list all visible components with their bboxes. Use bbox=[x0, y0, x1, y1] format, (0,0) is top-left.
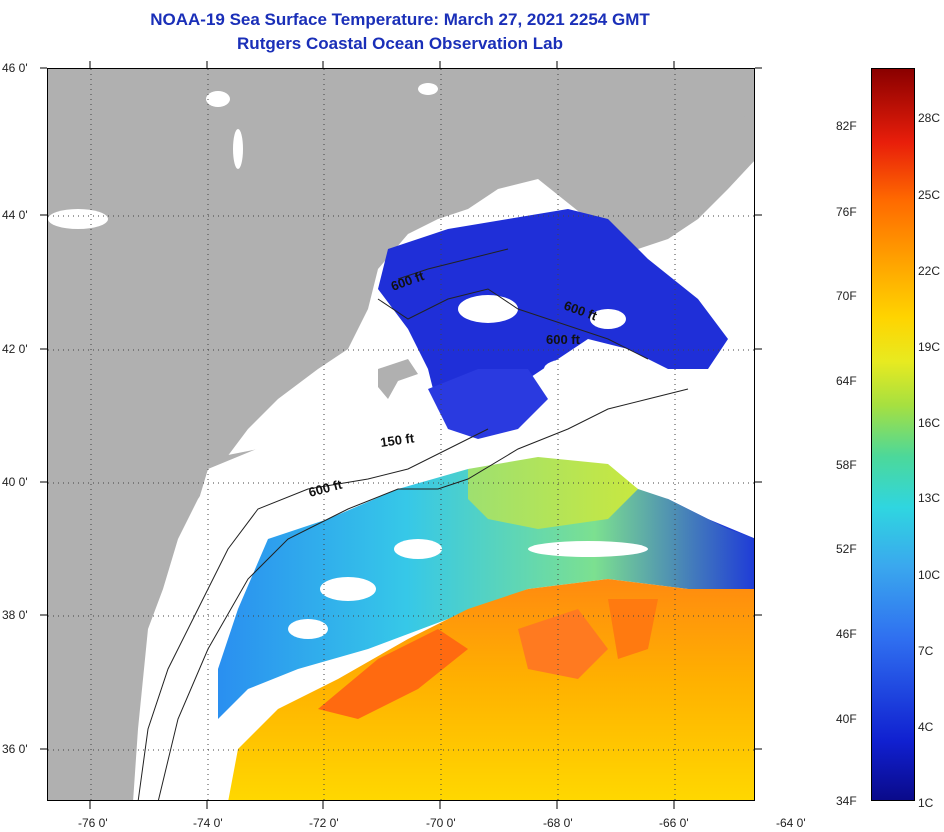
slope-water-band bbox=[218, 464, 754, 719]
colorbar-c-28: 28C bbox=[918, 111, 941, 125]
land-northeast-us bbox=[48, 69, 754, 800]
colorbar-f-52: 52F bbox=[836, 542, 857, 556]
chart-subtitle: Rutgers Coastal Ocean Observation Lab bbox=[237, 34, 563, 53]
lat-label-44: 44 0' bbox=[2, 208, 28, 222]
colorbar-c-25: 25C bbox=[918, 188, 941, 202]
colorbar-c-1: 1C bbox=[918, 796, 934, 810]
colorbar-c-7: 7C bbox=[918, 644, 934, 658]
contour-label-shelf-150: 150 ft bbox=[379, 430, 415, 450]
lon-label-74: -74 0' bbox=[193, 816, 223, 830]
colorbar-f-34: 34F bbox=[836, 794, 857, 808]
lat-label-38: 38 0' bbox=[2, 608, 28, 622]
contour-label-georges: 600 ft bbox=[546, 332, 581, 347]
lat-label-46: 46 0' bbox=[2, 61, 28, 75]
land-nova-scotia bbox=[568, 109, 754, 249]
colorbar-c-10: 10C bbox=[918, 568, 941, 582]
colorbar-f-64: 64F bbox=[836, 374, 857, 388]
colorbar-f-40: 40F bbox=[836, 712, 857, 726]
chart-title: NOAA-19 Sea Surface Temperature: March 2… bbox=[150, 10, 650, 29]
colorbar-c-13: 13C bbox=[918, 491, 941, 505]
colorbar-c-16: 16C bbox=[918, 416, 941, 430]
colorbar-c-4: 4C bbox=[918, 720, 934, 734]
lon-label-64: -64 0' bbox=[776, 816, 806, 830]
cold-water-gulf-of-maine bbox=[378, 209, 728, 419]
lat-label-40: 40 0' bbox=[2, 475, 28, 489]
colorbar-f-58: 58F bbox=[836, 458, 857, 472]
land-cape-cod bbox=[378, 359, 418, 399]
lon-label-66: -66 0' bbox=[659, 816, 689, 830]
bathymetry-contours bbox=[137, 248, 689, 800]
lon-label-68: -68 0' bbox=[543, 816, 573, 830]
sst-map[interactable]: 600 ft 600 ft 600 ft 150 ft 600 ft bbox=[47, 68, 755, 801]
colorbar-f-82: 82F bbox=[836, 119, 857, 133]
colorbar-f-70: 70F bbox=[836, 289, 857, 303]
lon-label-72: -72 0' bbox=[309, 816, 339, 830]
lon-label-76: -76 0' bbox=[78, 816, 108, 830]
lat-label-42: 42 0' bbox=[2, 342, 28, 356]
colorbar-c-22: 22C bbox=[918, 264, 941, 278]
colorbar-f-76: 76F bbox=[836, 205, 857, 219]
temperature-colorbar bbox=[871, 68, 915, 801]
lat-label-36: 36 0' bbox=[2, 742, 28, 756]
sst-map-canvas: 600 ft 600 ft 600 ft 150 ft 600 ft bbox=[48, 69, 754, 800]
lon-label-70: -70 0' bbox=[426, 816, 456, 830]
colorbar-c-19: 19C bbox=[918, 340, 941, 354]
graticule bbox=[48, 69, 754, 800]
colorbar-f-46: 46F bbox=[836, 627, 857, 641]
